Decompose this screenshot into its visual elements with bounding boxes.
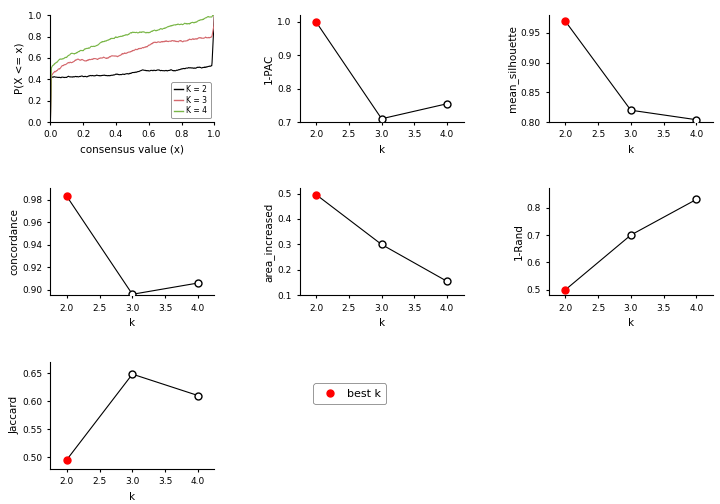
X-axis label: k: k — [130, 319, 135, 328]
Y-axis label: concordance: concordance — [9, 209, 19, 275]
X-axis label: consensus value (x): consensus value (x) — [81, 145, 184, 155]
X-axis label: k: k — [628, 319, 634, 328]
Y-axis label: Jaccard: Jaccard — [9, 396, 19, 434]
X-axis label: k: k — [379, 319, 384, 328]
Legend: K = 2, K = 3, K = 4: K = 2, K = 3, K = 4 — [171, 82, 210, 118]
Y-axis label: mean_silhouette: mean_silhouette — [507, 25, 518, 112]
Y-axis label: area_increased: area_increased — [264, 202, 274, 282]
X-axis label: k: k — [379, 145, 384, 155]
X-axis label: k: k — [130, 491, 135, 501]
X-axis label: k: k — [628, 145, 634, 155]
Y-axis label: 1-PAC: 1-PAC — [264, 53, 274, 84]
Legend: best k: best k — [313, 384, 386, 404]
Y-axis label: 1-Rand: 1-Rand — [513, 223, 523, 261]
Y-axis label: P(X <= x): P(X <= x) — [15, 43, 25, 94]
